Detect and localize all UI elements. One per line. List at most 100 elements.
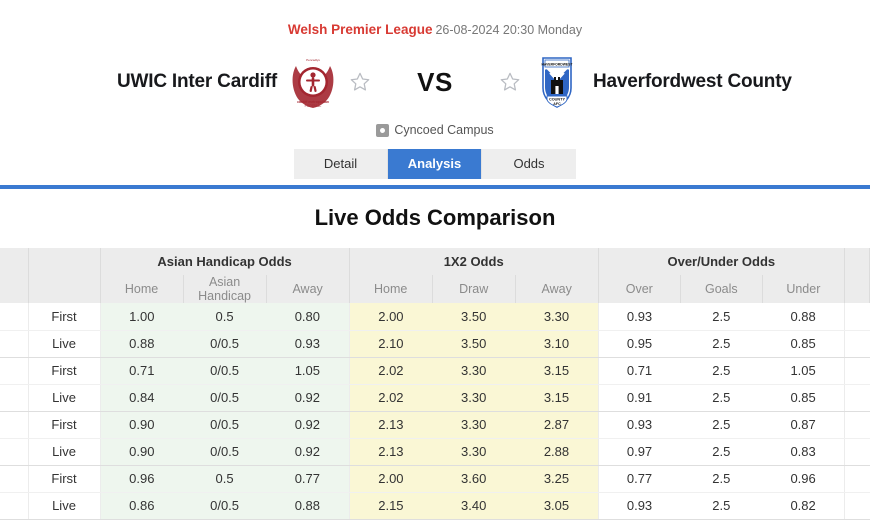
x2-home-cell: 2.10 bbox=[349, 330, 433, 358]
x2-draw-cell: 3.50 bbox=[432, 330, 516, 358]
home-team-name[interactable]: UWIC Inter Cardiff bbox=[116, 71, 277, 92]
col-1x2-draw[interactable]: Draw bbox=[432, 275, 516, 303]
ou-goals-cell: 2.5 bbox=[680, 303, 763, 331]
svg-text:Pencadlys: Pencadlys bbox=[306, 58, 320, 62]
away-team-name[interactable]: Haverfordwest County bbox=[593, 71, 792, 92]
col-ah-handicap[interactable]: Asian Handicap bbox=[183, 275, 267, 303]
tabs-bar: Detail Analysis Odds bbox=[0, 149, 870, 179]
ah-away-cell: 0.93 bbox=[266, 330, 350, 358]
ou-over-cell: 0.95 bbox=[598, 330, 681, 358]
table-row[interactable]: First 1.00 0.5 0.80 2.00 3.50 3.30 0.93 2.5 0.88 bbox=[0, 303, 870, 331]
ah-away-cell: 0.80 bbox=[266, 303, 350, 331]
ou-under-cell: 0.87 bbox=[762, 411, 845, 439]
odds-type-cell: First bbox=[28, 465, 101, 493]
row-tail-cell bbox=[843, 438, 870, 466]
x2-away-cell: 3.10 bbox=[515, 330, 599, 358]
league-name[interactable]: Welsh Premier League bbox=[287, 22, 433, 37]
ah-away-cell: 0.88 bbox=[266, 492, 350, 520]
col-ah-away[interactable]: Away bbox=[266, 275, 350, 303]
favorite-away-star-icon[interactable] bbox=[499, 71, 521, 93]
ou-over-cell: 0.97 bbox=[598, 438, 681, 466]
ou-over-cell: 0.91 bbox=[598, 384, 681, 412]
ou-over-cell: 0.71 bbox=[598, 357, 681, 385]
tab-analysis[interactable]: Analysis bbox=[388, 149, 482, 179]
bookmaker-logo-cell bbox=[0, 438, 29, 466]
row-tail-cell bbox=[843, 303, 870, 331]
tab-detail[interactable]: Detail bbox=[294, 149, 388, 179]
odds-type-cell: Live bbox=[28, 492, 101, 520]
ah-away-cell: 0.92 bbox=[266, 438, 350, 466]
svg-text:AFC: AFC bbox=[553, 102, 561, 106]
ou-over-cell: 0.93 bbox=[598, 303, 681, 331]
ah-handicap-cell: 0/0.5 bbox=[183, 492, 267, 520]
x2-home-cell: 2.15 bbox=[349, 492, 433, 520]
ou-goals-cell: 2.5 bbox=[680, 492, 763, 520]
ou-goals-cell: 2.5 bbox=[680, 411, 763, 439]
x2-home-cell: 2.02 bbox=[349, 357, 433, 385]
table-row[interactable]: First 0.90 0/0.5 0.92 2.13 3.30 2.87 0.93 2.5 0.8… bbox=[0, 411, 870, 439]
ou-goals-cell: 2.5 bbox=[680, 465, 763, 493]
x2-home-cell: 2.02 bbox=[349, 384, 433, 412]
ah-handicap-cell: 0/0.5 bbox=[183, 330, 267, 358]
ou-over-cell: 0.93 bbox=[598, 492, 681, 520]
col-1x2-away[interactable]: Away bbox=[515, 275, 599, 303]
table-row[interactable]: Live 0.84 0/0.5 0.92 2.02 3.30 3.15 0.91 2.5 0.85 bbox=[0, 384, 870, 412]
ah-handicap-cell: 0/0.5 bbox=[183, 357, 267, 385]
odds-type-cell: First bbox=[28, 357, 101, 385]
odds-type-cell: Live bbox=[28, 330, 101, 358]
odds-comparison-table: Asian Handicap Odds 1X2 Odds Over/Under … bbox=[0, 248, 870, 520]
col-ou-under[interactable]: Under bbox=[762, 275, 845, 303]
ah-away-cell: 0.77 bbox=[266, 465, 350, 493]
bookmaker-logo-cell bbox=[0, 492, 29, 520]
col-ah-home[interactable]: Home bbox=[100, 275, 184, 303]
ah-home-cell: 0.71 bbox=[100, 357, 184, 385]
away-team-block: HAVERFORDWEST COUNTY AFC Haverfordwest C… bbox=[495, 52, 795, 112]
x2-away-cell: 3.30 bbox=[515, 303, 599, 331]
ou-under-cell: 0.96 bbox=[762, 465, 845, 493]
svg-text:cardiff metropolitan: cardiff metropolitan bbox=[297, 100, 329, 104]
x2-draw-cell: 3.30 bbox=[432, 357, 516, 385]
subheader-tail-blank bbox=[844, 275, 870, 303]
x2-draw-cell: 3.40 bbox=[432, 492, 516, 520]
league-header: Welsh Premier League 26-08-2024 20:30 Mon… bbox=[0, 0, 870, 38]
favorite-home-star-icon[interactable] bbox=[349, 71, 371, 93]
col-ou-over[interactable]: Over bbox=[598, 275, 681, 303]
away-team-crest-icon: HAVERFORDWEST COUNTY AFC bbox=[531, 52, 583, 112]
row-tail-cell bbox=[843, 465, 870, 493]
x2-away-cell: 3.25 bbox=[515, 465, 599, 493]
ah-home-cell: 0.90 bbox=[100, 411, 184, 439]
ou-under-cell: 1.05 bbox=[762, 357, 845, 385]
ah-home-cell: 0.90 bbox=[100, 438, 184, 466]
ou-goals-cell: 2.5 bbox=[680, 357, 763, 385]
bookmaker-logo-cell bbox=[0, 330, 29, 358]
tab-odds[interactable]: Odds bbox=[482, 149, 576, 179]
table-row[interactable]: Live 0.86 0/0.5 0.88 2.15 3.40 3.05 0.93 2.5 0.82 bbox=[0, 492, 870, 520]
col-1x2-home[interactable]: Home bbox=[349, 275, 433, 303]
ou-goals-cell: 2.5 bbox=[680, 438, 763, 466]
bookmaker-logo-cell bbox=[0, 411, 29, 439]
ah-home-cell: 0.88 bbox=[100, 330, 184, 358]
group-header-row: Asian Handicap Odds 1X2 Odds Over/Under … bbox=[0, 248, 870, 275]
bookmaker-logo-cell bbox=[0, 303, 29, 331]
table-row[interactable]: Live 0.88 0/0.5 0.93 2.10 3.50 3.10 0.95 2.5 0.85 bbox=[0, 330, 870, 358]
x2-home-cell: 2.13 bbox=[349, 411, 433, 439]
ah-home-cell: 0.96 bbox=[100, 465, 184, 493]
column-header-row: Home Asian Handicap Away Home Draw Away … bbox=[0, 275, 870, 303]
bookmaker-logo-cell bbox=[0, 384, 29, 412]
ah-handicap-cell: 0/0.5 bbox=[183, 438, 267, 466]
ou-goals-cell: 2.5 bbox=[680, 330, 763, 358]
home-team-block: UWIC Inter Cardiff cardiff met bbox=[75, 52, 375, 112]
venue-name: Cyncoed Campus bbox=[394, 123, 494, 137]
table-row[interactable]: First 0.96 0.5 0.77 2.00 3.60 3.25 0.77 2.5 0.96 bbox=[0, 465, 870, 493]
col-ou-goals[interactable]: Goals bbox=[680, 275, 763, 303]
ah-handicap-cell: 0.5 bbox=[183, 303, 267, 331]
ou-over-cell: 0.93 bbox=[598, 411, 681, 439]
odds-type-cell: First bbox=[28, 303, 101, 331]
table-row[interactable]: First 0.71 0/0.5 1.05 2.02 3.30 3.15 0.71 2.5 1.0… bbox=[0, 357, 870, 385]
table-row[interactable]: Live 0.90 0/0.5 0.92 2.13 3.30 2.88 0.97 2.5 0.83 bbox=[0, 438, 870, 466]
header-bookmaker-blank bbox=[0, 248, 29, 275]
odds-type-cell: First bbox=[28, 411, 101, 439]
match-datetime: 26-08-2024 20:30 Monday bbox=[435, 23, 583, 37]
odds-type-cell: Live bbox=[28, 438, 101, 466]
x2-away-cell: 3.05 bbox=[515, 492, 599, 520]
